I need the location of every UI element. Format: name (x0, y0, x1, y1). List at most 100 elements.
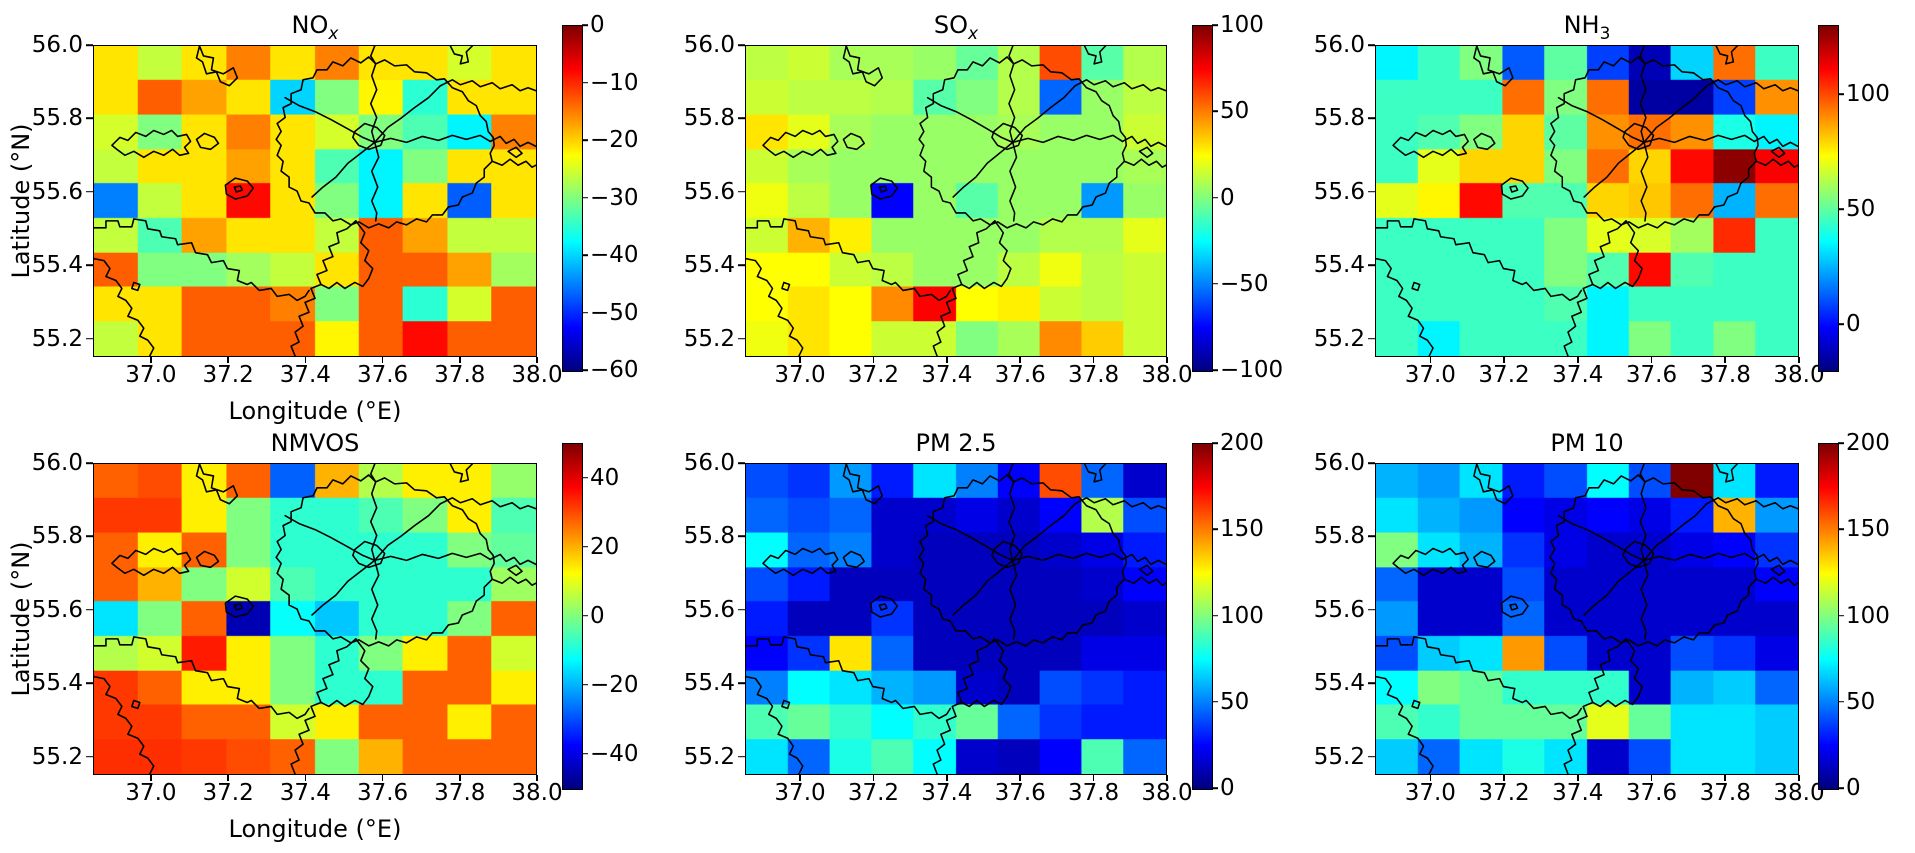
x-tick-mark (150, 775, 152, 781)
colorbar-tick-label: 50 (1220, 688, 1250, 715)
y-tick-label: 55.6 (683, 178, 735, 205)
colorbar-tick-mark (582, 24, 588, 26)
y-tick-label: 55.6 (683, 596, 735, 623)
y-tick-mark (1368, 337, 1375, 340)
colorbar-tick-mark (582, 254, 588, 256)
colorbar-tick-mark (582, 752, 588, 755)
x-tick-label: 37.0 (125, 362, 177, 388)
colorbar: 200 150 100 50 0 (1192, 430, 1264, 801)
x-tick-label: 38.0 (1141, 780, 1193, 806)
colorbar-tick-mark (1838, 787, 1844, 789)
colorbar-tick-mark (1838, 614, 1844, 617)
colorbar-tick-label: 100 (1846, 602, 1890, 629)
colorbar-tick-label: −100 (1220, 357, 1284, 383)
heatmap-canvas (94, 46, 536, 356)
y-tick-label: 55.6 (31, 596, 83, 623)
panel-title-subscript: x (968, 23, 979, 44)
y-tick-label: 55.8 (31, 105, 83, 132)
y-tick-mark (1368, 755, 1375, 758)
colorbar-tick-mark (1212, 614, 1218, 617)
colorbar-tick-mark (1838, 700, 1844, 703)
x-tick-label: 37.6 (356, 362, 409, 388)
y-tick-mark (86, 191, 93, 193)
x-tick-mark (1019, 357, 1021, 363)
panel-title-subscript: x (328, 23, 339, 44)
colorbar-tick-label: 0 (590, 602, 605, 629)
y-tick-mark (86, 337, 93, 340)
colorbar-gradient (1192, 25, 1213, 372)
colorbar-tick-label: −50 (1220, 270, 1269, 297)
x-tick-mark (1092, 775, 1095, 781)
y-tick-label: 55.8 (1313, 105, 1365, 132)
x-tick-label: 37.0 (1404, 362, 1456, 388)
panel-title-subscript: 3 (1599, 23, 1611, 44)
y-tick-label: 55.4 (683, 670, 735, 697)
x-tick-label: 37.0 (774, 780, 826, 806)
x-tick-label: 37.6 (356, 780, 409, 806)
colorbar: 0 −10 −20 −30 −40 −50 −60 (562, 12, 639, 383)
colorbar-tick-label: −40 (590, 242, 639, 268)
x-tick-mark (458, 775, 461, 781)
x-tick-mark (1429, 775, 1432, 781)
y-tick-label: 56.0 (683, 450, 735, 476)
x-tick-mark (304, 775, 307, 781)
panel-title: PM 10 (1375, 429, 1799, 457)
colorbar-tick-mark (582, 81, 588, 84)
y-tick-label: 56.0 (31, 32, 83, 58)
colorbar-tick-label: 150 (1220, 516, 1264, 543)
colorbar-tick-mark (582, 139, 588, 141)
y-axis-label: Latitude (°N) (7, 123, 35, 279)
panel-title-text: NO (291, 11, 329, 39)
y-tick-label: 55.4 (1313, 670, 1365, 697)
colorbar-tick-mark (582, 311, 588, 314)
y-tick-label: 56.0 (31, 450, 83, 476)
x-tick-label: 37.6 (994, 780, 1046, 806)
x-tick-label: 38.0 (1141, 362, 1193, 388)
colorbar-tick-mark (1212, 282, 1218, 285)
y-tick-mark (86, 535, 93, 538)
colorbar-tick-mark (1838, 528, 1844, 531)
x-tick-mark (381, 775, 384, 781)
x-tick-label: 37.6 (994, 362, 1046, 388)
colorbar-tick-label: 0 (1846, 775, 1861, 801)
y-tick-label: 55.8 (683, 523, 735, 550)
y-tick-mark (86, 755, 93, 758)
colorbar-tick-label: 200 (1220, 430, 1264, 456)
colorbar-tick-label: −20 (590, 671, 639, 698)
panel-title-text: SO (933, 11, 969, 39)
colorbar: 100 50 0 (1818, 25, 1890, 372)
x-tick-mark (304, 357, 307, 363)
colorbar-tick-label: −60 (590, 357, 639, 383)
x-tick-label: 37.2 (847, 362, 900, 388)
heatmap-canvas (746, 46, 1166, 356)
heatmap-plot (93, 463, 537, 775)
colorbar: 100 50 0 −50 −100 (1192, 12, 1283, 383)
colorbar-tick-label: 50 (1846, 196, 1876, 222)
x-tick-label: 37.4 (921, 362, 973, 388)
y-axis-label: Latitude (°N) (7, 541, 35, 697)
colorbar-tick-label: 0 (590, 12, 605, 38)
colorbar-tick-mark (582, 614, 588, 617)
colorbar-tick-label: −50 (590, 299, 639, 326)
colorbar-tick-label: 100 (1220, 12, 1264, 38)
colorbar-gradient (562, 25, 583, 372)
x-tick-mark (227, 775, 229, 781)
colorbar-gradient (1818, 443, 1839, 790)
colorbar-tick-mark (1212, 110, 1218, 113)
colorbar-tick-mark (582, 369, 588, 371)
y-tick-mark (86, 44, 93, 46)
x-tick-mark (1724, 775, 1727, 781)
colorbar-tick-label: 40 (590, 464, 620, 491)
x-tick-mark (799, 775, 801, 781)
colorbar-tick-label: 150 (1846, 516, 1890, 543)
x-tick-label: 37.2 (847, 780, 900, 806)
x-tick-label: 37.4 (279, 780, 331, 806)
panel-title: NH3 (1375, 11, 1799, 48)
colorbar: 40 20 0 −20 −40 (562, 443, 639, 790)
colorbar-tick-label: 0 (1220, 184, 1235, 211)
y-tick-label: 56.0 (683, 32, 735, 58)
x-tick-mark (1019, 775, 1021, 781)
y-tick-mark (86, 682, 93, 685)
colorbar-tick-mark (1212, 700, 1218, 703)
colorbar-tick-mark (1838, 442, 1844, 444)
